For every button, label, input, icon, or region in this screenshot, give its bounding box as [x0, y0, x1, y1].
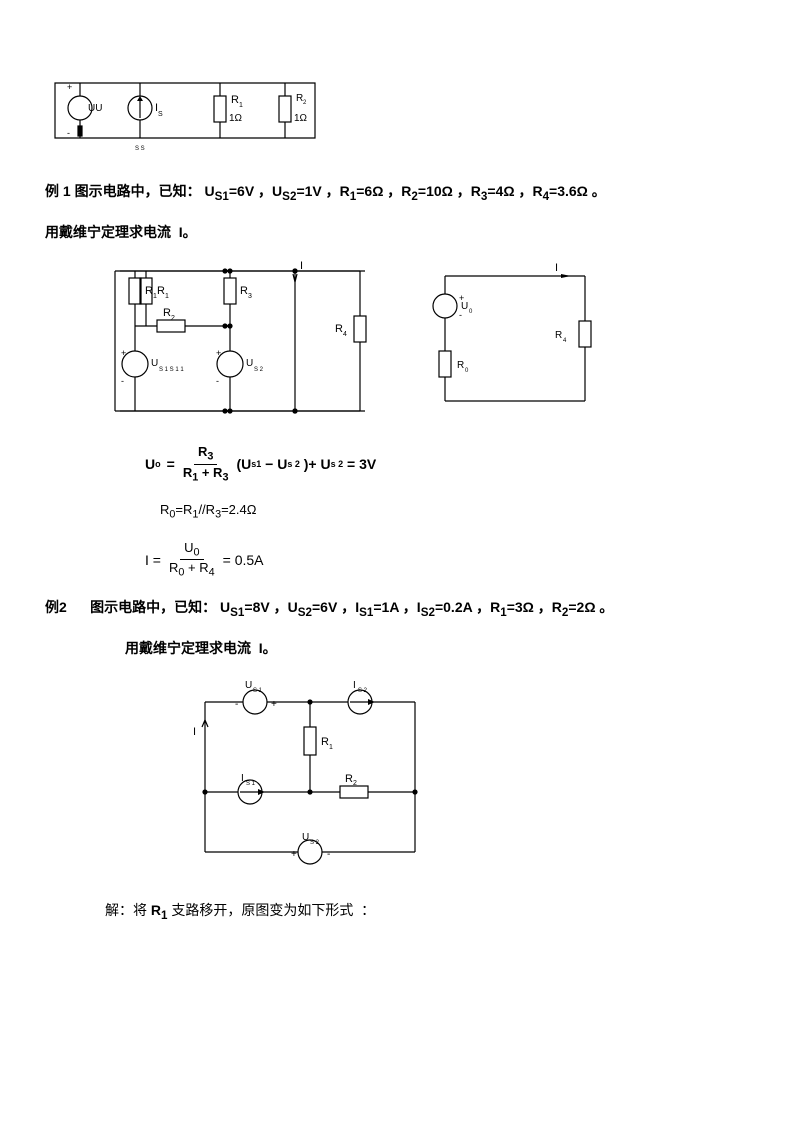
svg-text:S 1: S 1: [253, 688, 263, 694]
svg-text:I: I: [300, 260, 303, 272]
svg-text:R: R: [240, 285, 248, 297]
example-2-statement: 例2 图示电路中，已知： US1=8V ，US2=6V ，IS1=1A ，IS2…: [45, 592, 755, 625]
svg-text:1: 1: [329, 744, 333, 751]
svg-text:S 2: S 2: [310, 840, 320, 846]
svg-text:R: R: [145, 285, 153, 297]
svg-text:S 2: S 2: [254, 367, 264, 373]
svg-text:I: I: [241, 773, 244, 784]
svg-text:R: R: [231, 94, 239, 106]
svg-text:+: +: [291, 849, 297, 860]
svg-text:2: 2: [171, 315, 175, 322]
svg-text:-: -: [121, 376, 124, 386]
svg-text:R: R: [321, 736, 329, 748]
svg-text:0: 0: [469, 309, 473, 315]
svg-text:4: 4: [343, 331, 347, 338]
example-1-circuit: R 1 R 1 R 2 + - U S 1 S 1 1 R: [45, 256, 755, 424]
svg-text:1: 1: [165, 293, 169, 300]
top-circuit-diagram: + - UU I S S S R 1 1Ω R 2 1Ω: [45, 68, 755, 156]
svg-text:S 1: S 1: [246, 781, 256, 787]
svg-text:UU: UU: [88, 103, 102, 114]
svg-text:1Ω: 1Ω: [229, 113, 243, 124]
svg-text:2: 2: [303, 100, 307, 106]
svg-text:S: S: [158, 111, 163, 118]
svg-text:1Ω: 1Ω: [294, 113, 308, 124]
svg-text:R: R: [345, 773, 353, 785]
svg-text:U: U: [461, 301, 468, 312]
example-1-eq2: R0=R1//R3=2.4Ω: [45, 496, 755, 527]
example-1-eq1: Uo = R3 R1 + R3 (Us1 − Us 2 )+ Us 2 = 3V: [145, 444, 755, 484]
example-2-circuit: - + U S 1 I S 2 I R 1 I S 1 R 2 + - U S …: [45, 672, 755, 875]
svg-text:I: I: [193, 726, 196, 738]
svg-text:R: R: [157, 285, 165, 297]
svg-text:S 1 S 1 1: S 1 S 1 1: [159, 367, 184, 373]
example-1-eq3: I = U0 R0 + R4 = 0.5A: [145, 540, 755, 580]
svg-text:R: R: [163, 307, 171, 319]
svg-text:R: R: [335, 323, 343, 335]
example-1-statement: 例 1 图示电路中，已知： US1=6V ，US2=1V ，R1=6Ω ，R2=…: [45, 176, 755, 209]
svg-text:S 2: S 2: [358, 688, 368, 694]
svg-text:+: +: [216, 348, 221, 358]
example-2-solution-intro: 解：将 R1 支路移开，原图变为如下形式 ：: [45, 895, 755, 928]
svg-text:R: R: [457, 360, 464, 371]
svg-text:I: I: [555, 262, 558, 274]
svg-text:U: U: [302, 832, 309, 843]
svg-text:3: 3: [248, 293, 252, 300]
svg-text:R: R: [555, 330, 562, 341]
svg-text:I: I: [353, 680, 356, 691]
svg-text:0: 0: [465, 368, 469, 374]
example-1-task: 用戴维宁定理求电流 I。: [45, 217, 755, 248]
svg-text:U: U: [151, 358, 158, 369]
svg-text:4: 4: [563, 338, 567, 344]
svg-text:2: 2: [353, 780, 357, 787]
svg-text:1: 1: [239, 102, 243, 109]
svg-text:U: U: [246, 358, 253, 369]
svg-text:-: -: [216, 376, 219, 386]
svg-text:-: -: [235, 699, 238, 710]
svg-text:S S: S S: [135, 146, 145, 152]
svg-text:U: U: [245, 680, 252, 691]
svg-text:-: -: [67, 128, 70, 138]
example-2-task: 用戴维宁定理求电流 I。: [45, 633, 755, 664]
svg-text:1: 1: [153, 293, 157, 300]
svg-text:+: +: [67, 82, 72, 92]
svg-text:+: +: [271, 699, 277, 710]
svg-text:+: +: [121, 348, 126, 358]
svg-text:-: -: [327, 849, 330, 860]
